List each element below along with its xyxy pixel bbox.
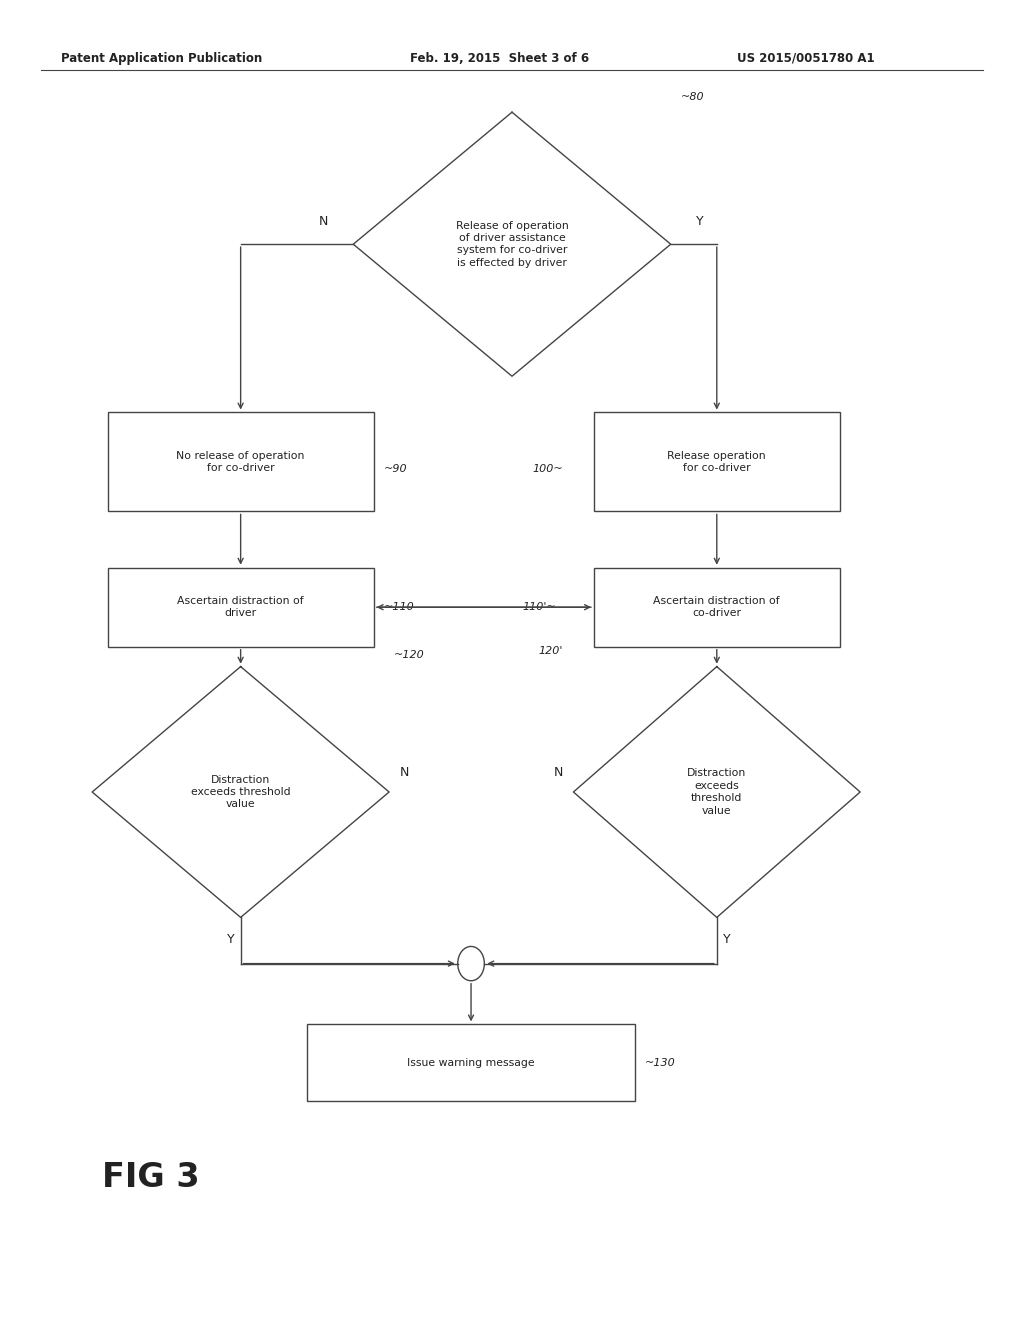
Text: 110'~: 110'~ <box>522 602 556 612</box>
Bar <box>594 568 840 647</box>
Text: ~80: ~80 <box>681 91 705 102</box>
Text: N: N <box>554 766 563 779</box>
Text: Distraction
exceeds
threshold
value: Distraction exceeds threshold value <box>687 768 746 816</box>
Bar <box>307 1024 635 1101</box>
Text: 100~: 100~ <box>532 463 563 474</box>
Text: FIG 3: FIG 3 <box>102 1162 200 1193</box>
Text: Feb. 19, 2015  Sheet 3 of 6: Feb. 19, 2015 Sheet 3 of 6 <box>410 51 589 65</box>
Text: N: N <box>318 215 328 228</box>
Text: ~90: ~90 <box>384 463 408 474</box>
Text: Y: Y <box>696 215 703 228</box>
Text: Distraction
exceeds threshold
value: Distraction exceeds threshold value <box>190 775 291 809</box>
Text: ~120: ~120 <box>394 649 425 660</box>
Bar <box>108 568 374 647</box>
Text: Y: Y <box>723 933 731 946</box>
Text: Release operation
for co-driver: Release operation for co-driver <box>668 451 766 473</box>
Text: 120': 120' <box>539 645 563 656</box>
Text: Ascertain distraction of
driver: Ascertain distraction of driver <box>177 597 304 618</box>
Text: ~130: ~130 <box>645 1057 676 1068</box>
Bar <box>108 412 374 511</box>
Text: ~110: ~110 <box>384 602 415 612</box>
Bar <box>594 412 840 511</box>
Text: Y: Y <box>226 933 234 946</box>
Text: N: N <box>399 766 409 779</box>
Text: Issue warning message: Issue warning message <box>408 1057 535 1068</box>
Text: Release of operation
of driver assistance
system for co-driver
is effected by dr: Release of operation of driver assistanc… <box>456 220 568 268</box>
Text: US 2015/0051780 A1: US 2015/0051780 A1 <box>737 51 874 65</box>
Text: Ascertain distraction of
co-driver: Ascertain distraction of co-driver <box>653 597 780 618</box>
Text: Patent Application Publication: Patent Application Publication <box>61 51 263 65</box>
Text: No release of operation
for co-driver: No release of operation for co-driver <box>176 451 305 473</box>
